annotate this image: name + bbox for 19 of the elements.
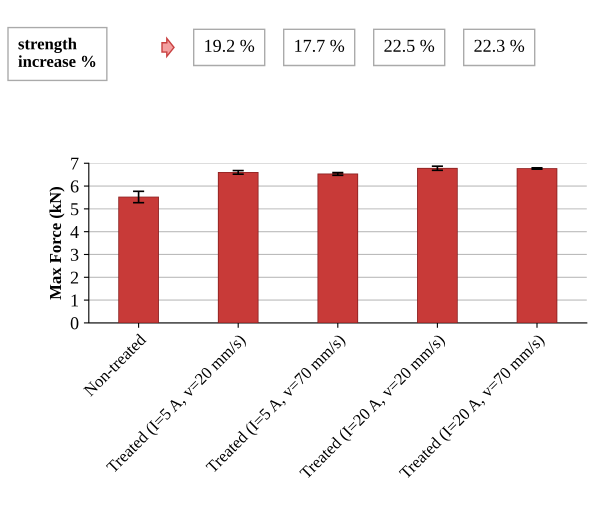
y-tick-label: 5 [71,203,78,216]
y-tick-label: 7 [71,158,79,170]
y-tick-label: 1 [72,294,78,306]
y-tick-label: 6 [70,180,79,193]
y-tick-label: 3 [70,248,78,261]
text: strength increase % [18,38,96,68]
text: 17.7 % [295,40,344,52]
bar [417,168,458,323]
text: 22.3 % [474,40,524,52]
bar [118,196,159,323]
text: 19.2 % [205,40,254,52]
bar [218,172,259,323]
bar [317,174,358,323]
bar [516,168,558,323]
y-tick-label: 0 [70,317,78,330]
y-axis-title: Max Force (kN) [49,187,64,300]
y-tick-label: 4 [70,226,79,238]
text: 22.5 % [384,40,434,52]
y-tick-label: 2 [70,272,78,284]
